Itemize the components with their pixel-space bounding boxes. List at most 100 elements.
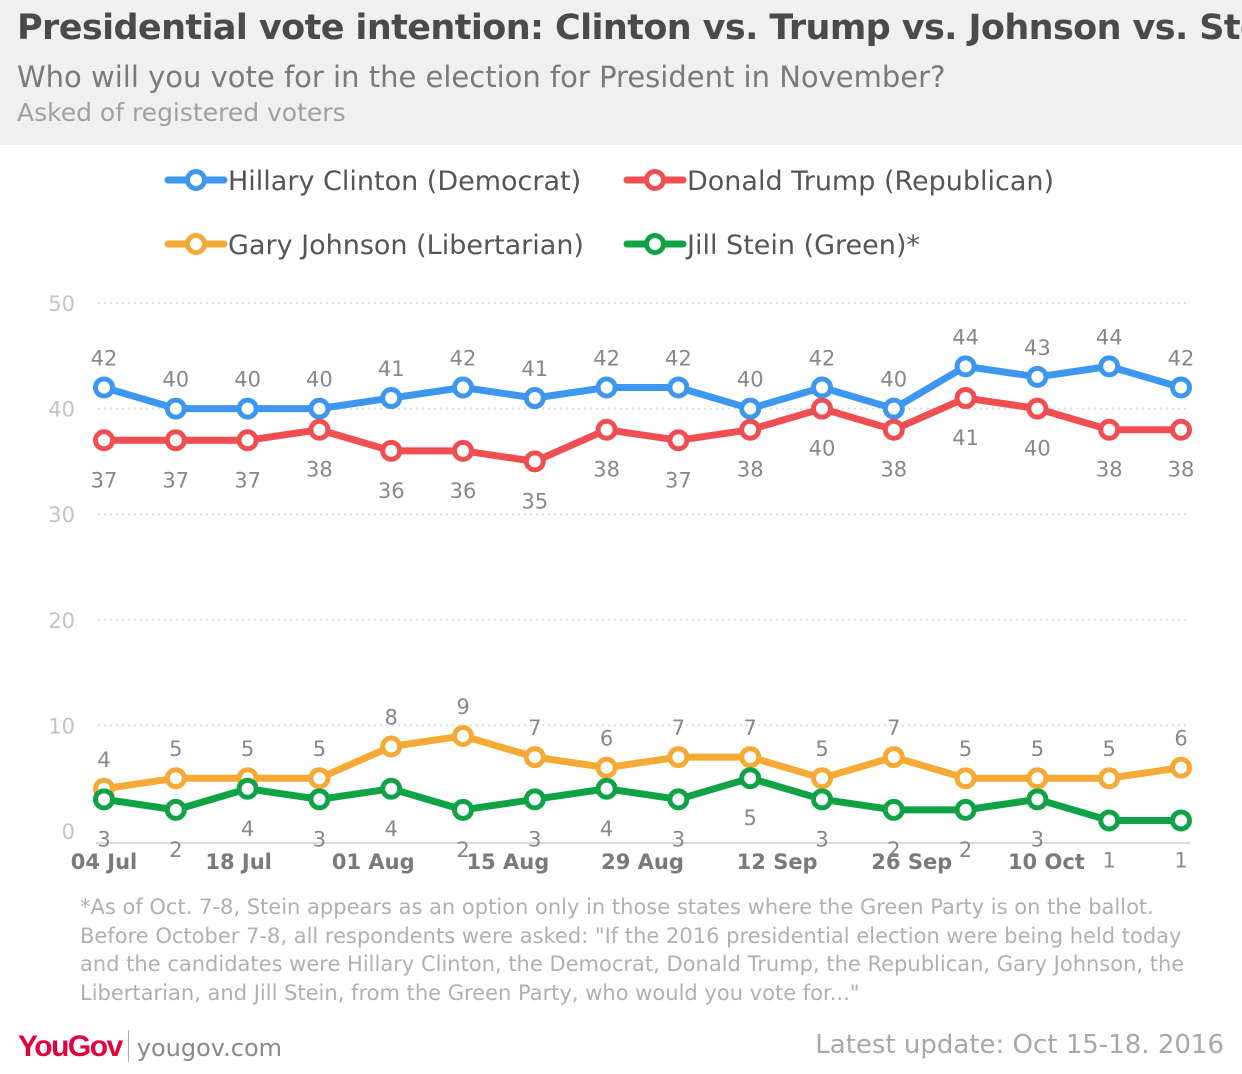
data-point xyxy=(1098,767,1121,790)
series-line xyxy=(100,774,1185,824)
data-label: 9 xyxy=(456,695,469,719)
data-point xyxy=(1170,418,1192,441)
data-point xyxy=(380,735,403,758)
data-label: 43 xyxy=(1024,336,1051,360)
data-label: 41 xyxy=(378,357,405,381)
data-point xyxy=(380,387,403,410)
data-point xyxy=(1026,365,1049,388)
data-point xyxy=(954,387,977,410)
legend-label: Jill Stein (Green)* xyxy=(685,230,920,261)
data-point xyxy=(1026,767,1049,790)
data-point xyxy=(882,418,905,441)
data-label: 38 xyxy=(593,458,620,482)
data-point xyxy=(236,777,259,800)
y-tick-label: 40 xyxy=(48,398,75,422)
data-label: 40 xyxy=(737,368,764,392)
data-label: 5 xyxy=(313,737,326,761)
data-label: 5 xyxy=(1103,737,1116,761)
data-label: 36 xyxy=(378,479,405,503)
data-point xyxy=(739,418,762,441)
data-point xyxy=(523,387,546,410)
data-label: 7 xyxy=(887,716,900,740)
data-label: 5 xyxy=(169,737,182,761)
data-point xyxy=(380,439,403,462)
sample-note: Asked of registered voters xyxy=(17,98,346,127)
data-point xyxy=(595,756,618,779)
data-label: 3 xyxy=(528,827,541,851)
data-label: 37 xyxy=(665,468,692,492)
chart-title: Presidential vote intention: Clinton vs.… xyxy=(17,8,1242,48)
data-point xyxy=(1026,788,1049,811)
data-label: 5 xyxy=(241,737,254,761)
data-point xyxy=(164,429,187,452)
x-tick-label: 01 Aug xyxy=(332,850,415,874)
data-point xyxy=(954,355,977,378)
data-point xyxy=(667,429,690,452)
data-point xyxy=(595,418,618,441)
legend-label: Hillary Clinton (Democrat) xyxy=(228,166,581,197)
site-link[interactable]: yougov.com xyxy=(136,1034,283,1062)
y-tick-label: 10 xyxy=(48,714,75,738)
data-point xyxy=(308,418,331,441)
data-label: 35 xyxy=(521,489,548,513)
data-label: 3 xyxy=(815,827,828,851)
data-label: 3 xyxy=(313,827,326,851)
data-label: 40 xyxy=(162,368,189,392)
data-label: 42 xyxy=(450,346,477,370)
data-point xyxy=(667,376,690,399)
data-point xyxy=(452,798,474,821)
data-label: 3 xyxy=(97,827,110,851)
x-tick-label: 12 Sep xyxy=(737,850,818,874)
x-tick-label: 18 Jul xyxy=(205,850,272,874)
yougov-logo: YouGov xyxy=(18,1030,123,1063)
data-label: 2 xyxy=(959,838,972,862)
data-label: 40 xyxy=(880,368,907,392)
data-point xyxy=(93,429,115,452)
y-tick-label: 0 xyxy=(62,820,75,844)
data-label: 2 xyxy=(456,838,469,862)
data-label: 42 xyxy=(665,346,692,370)
x-tick-label: 10 Oct xyxy=(1008,850,1085,874)
data-point xyxy=(811,397,833,420)
header-band: Presidential vote intention: Clinton vs.… xyxy=(0,0,1242,145)
footnote: *As of Oct. 7-8, Stein appears as an opt… xyxy=(80,893,1220,1007)
data-point xyxy=(1026,397,1049,420)
data-label: 40 xyxy=(306,368,333,392)
footnote-question: Before October 7-8, all respondents were… xyxy=(80,923,1185,1005)
legend-label: Gary Johnson (Libertarian) xyxy=(228,230,584,261)
data-label: 7 xyxy=(672,716,685,740)
data-label: 6 xyxy=(600,727,613,751)
legend-marker xyxy=(185,169,207,191)
series-line xyxy=(100,732,1185,793)
legend-label: Donald Trump (Republican) xyxy=(687,166,1054,197)
data-point xyxy=(882,397,905,420)
data-point xyxy=(452,724,474,747)
data-point xyxy=(93,788,115,811)
data-label: 7 xyxy=(528,716,541,740)
y-tick-label: 30 xyxy=(48,503,75,527)
data-label: 6 xyxy=(1174,727,1187,751)
data-point xyxy=(523,788,546,811)
series-line xyxy=(100,362,1185,413)
data-label: 5 xyxy=(744,806,757,830)
data-label: 44 xyxy=(1096,325,1123,349)
line-chart: 0 10 20 30 40 50 04 Jul 18 Jul 01 Aug 15 Aug 29 Au… xyxy=(48,166,1194,874)
data-label: 4 xyxy=(241,817,254,841)
data-point xyxy=(164,798,187,821)
data-label: 37 xyxy=(234,468,261,492)
data-point xyxy=(595,777,618,800)
data-point xyxy=(308,767,331,790)
data-label: 3 xyxy=(672,827,685,851)
data-point xyxy=(236,397,259,420)
data-label: 42 xyxy=(593,346,620,370)
data-point xyxy=(882,798,905,821)
data-label: 44 xyxy=(952,325,979,349)
data-point xyxy=(1098,355,1121,378)
data-point xyxy=(308,788,331,811)
data-label: 38 xyxy=(1096,458,1123,482)
legend-marker xyxy=(644,169,666,191)
data-label: 38 xyxy=(306,458,333,482)
data-point xyxy=(667,788,690,811)
data-label: 8 xyxy=(385,706,398,730)
y-tick-label: 20 xyxy=(48,609,75,633)
